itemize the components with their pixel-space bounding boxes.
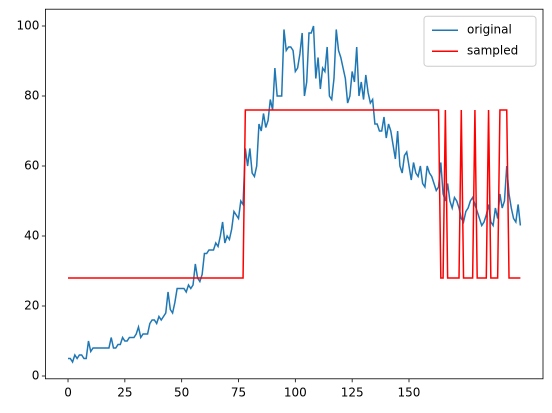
y-tick-label: 100 [16, 19, 39, 33]
x-tick-label: 25 [117, 385, 132, 399]
x-tick-label: 150 [398, 385, 421, 399]
legend: original sampled [423, 15, 537, 67]
x-tick-label: 50 [174, 385, 189, 399]
x-tick-label: 75 [231, 385, 246, 399]
plot-frame [45, 8, 544, 380]
series-line [68, 109, 521, 279]
x-tick-label: 0 [64, 385, 72, 399]
x-tick-label: 125 [341, 385, 364, 399]
legend-label: sampled [467, 44, 518, 58]
y-tick-label: 40 [24, 229, 39, 243]
series-line [68, 25, 522, 364]
y-tick-label: 80 [24, 89, 39, 103]
x-tick-label: 100 [284, 385, 307, 399]
y-tick-label: 0 [32, 369, 40, 383]
legend-label: original [467, 23, 512, 37]
y-tick-label: 20 [24, 299, 39, 313]
legend-box [423, 15, 537, 67]
y-tick-label: 60 [24, 159, 39, 173]
